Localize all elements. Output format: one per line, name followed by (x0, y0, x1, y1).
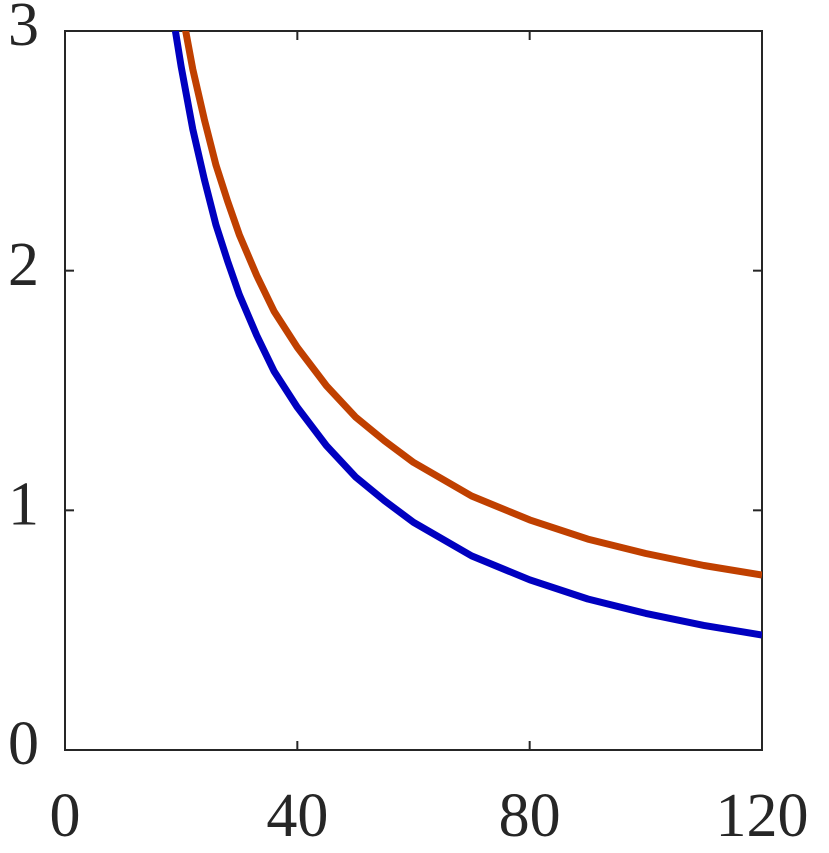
x-tick-label: 0 (50, 782, 81, 850)
y-tick-label: 3 (8, 0, 39, 59)
y-tick-label: 0 (8, 710, 39, 778)
plot-frame (64, 30, 763, 751)
x-tick-label: 120 (716, 782, 809, 850)
data-line (182, 31, 762, 579)
y-tick-label: 1 (8, 471, 39, 539)
y-tick-label: 2 (8, 231, 39, 299)
x-tick-label: 40 (266, 782, 328, 850)
x-tick-label: 80 (499, 782, 561, 850)
data-line (171, 31, 762, 639)
